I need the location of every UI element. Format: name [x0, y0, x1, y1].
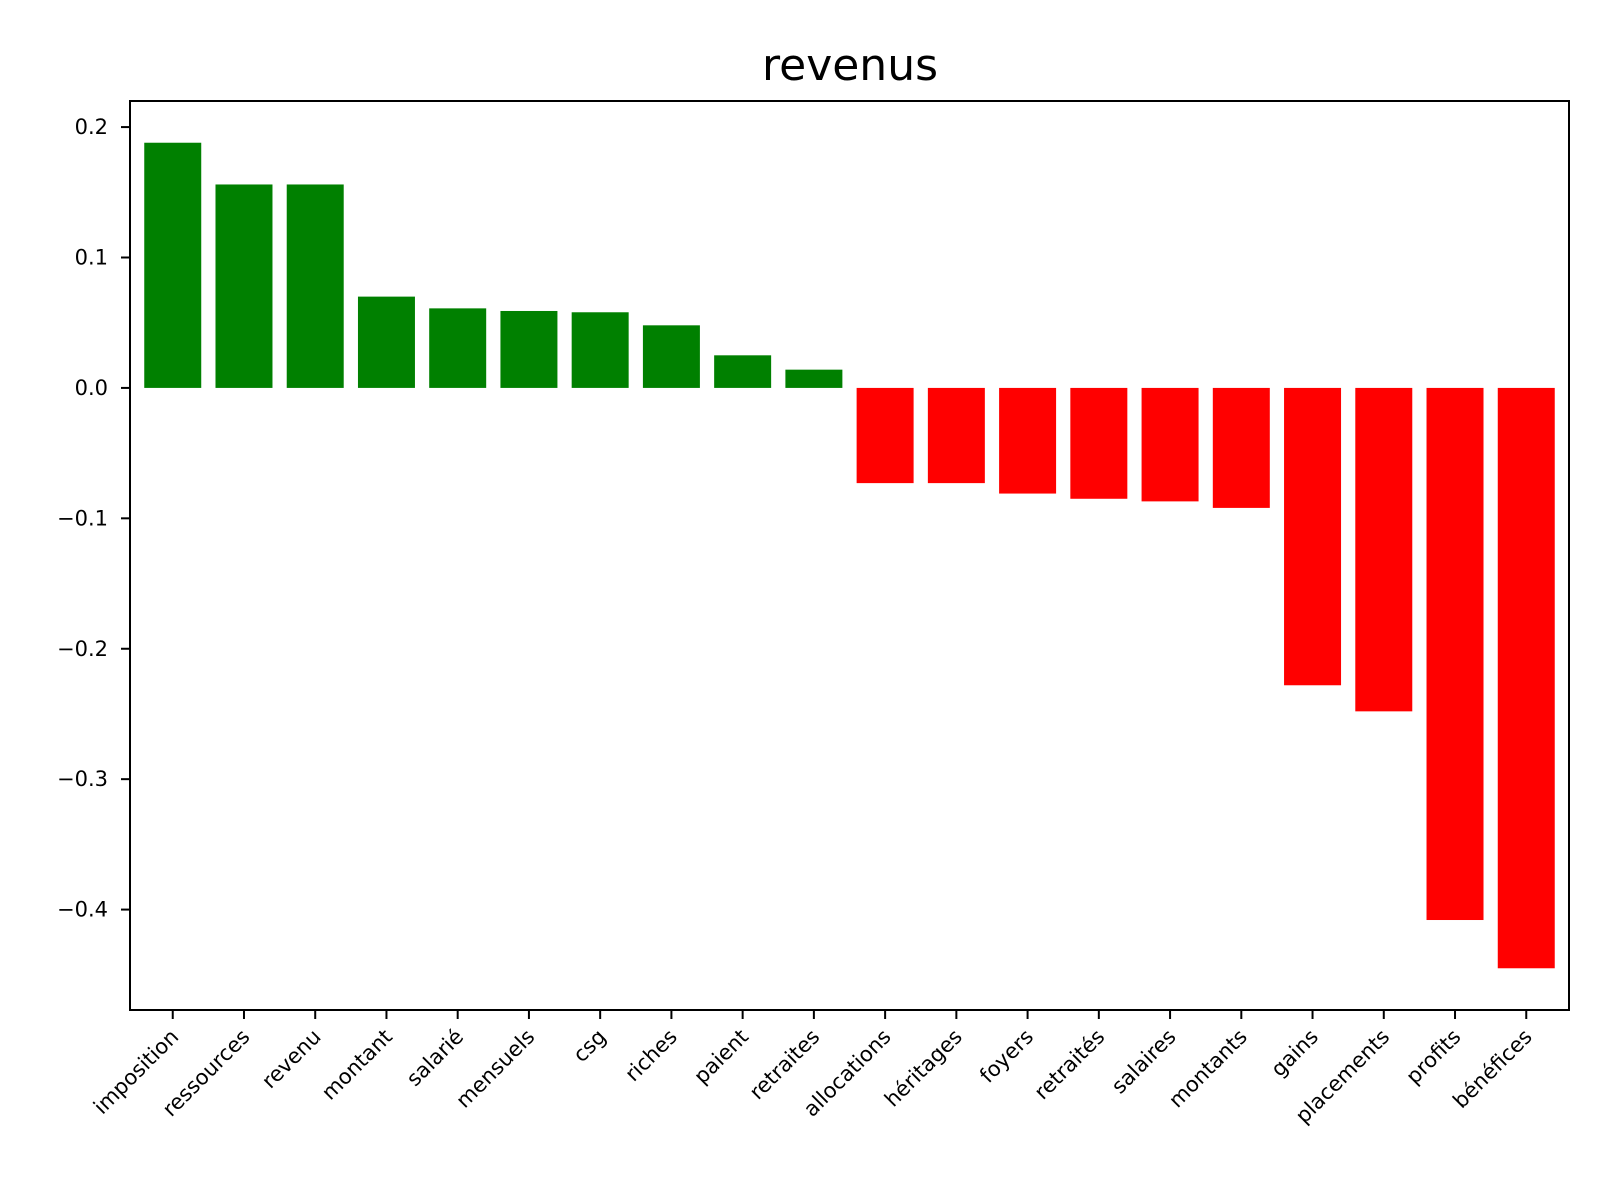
x-tick-label-3: montant — [317, 1025, 397, 1105]
bar-15 — [1212, 387, 1270, 508]
bar-17 — [1355, 387, 1413, 712]
x-tick-label-8: paient — [689, 1025, 753, 1089]
bar-1 — [215, 184, 273, 388]
x-tick-label-13: retraités — [1030, 1025, 1110, 1105]
chart-title: revenus — [762, 40, 938, 91]
y-tick-label-6: −0.4 — [57, 898, 108, 922]
bar-13 — [1070, 387, 1128, 499]
y-tick-label-2: 0.0 — [75, 376, 108, 400]
bar-7 — [642, 325, 700, 388]
bar-4 — [429, 308, 487, 388]
bar-0 — [144, 142, 202, 388]
y-axis: 0.2 0.1 0.0 −0.1 −0.2 −0.3 −0.4 — [57, 115, 130, 922]
bar-18 — [1426, 387, 1484, 921]
x-tick-label-18: profits — [1401, 1025, 1465, 1089]
x-tick-label-4: salarié — [402, 1025, 468, 1091]
bar-14 — [1141, 387, 1199, 502]
bar-19 — [1497, 387, 1555, 969]
x-tick-label-12: foyers — [975, 1025, 1038, 1088]
y-tick-label-1: 0.1 — [75, 246, 108, 270]
bar-16 — [1284, 387, 1342, 686]
x-tick-label-16: gains — [1266, 1025, 1323, 1082]
bar-12 — [999, 387, 1057, 494]
y-tick-label-5: −0.3 — [57, 767, 108, 791]
x-tick-label-2: revenu — [257, 1025, 326, 1094]
x-tick-label-15: montants — [1164, 1025, 1252, 1113]
x-tick-label-14: salaires — [1107, 1025, 1181, 1099]
y-tick-label-3: −0.1 — [57, 506, 108, 530]
y-tick-label-4: −0.2 — [57, 637, 108, 661]
bar-6 — [571, 312, 629, 388]
bars-group — [144, 142, 1555, 969]
y-tick-label-0: 0.2 — [75, 115, 108, 139]
x-tick-label-7: riches — [620, 1025, 682, 1087]
bar-11 — [927, 387, 985, 484]
bar-5 — [500, 310, 558, 388]
bar-9 — [785, 369, 843, 388]
bar-3 — [357, 296, 415, 388]
x-tick-label-6: csg — [568, 1025, 610, 1067]
x-tick-label-11: héritages — [880, 1025, 967, 1112]
bar-10 — [856, 387, 914, 484]
bar-8 — [714, 355, 772, 388]
plot-frame — [129, 100, 1570, 1011]
x-tick-label-5: mensuels — [451, 1025, 539, 1113]
bar-2 — [286, 184, 344, 388]
